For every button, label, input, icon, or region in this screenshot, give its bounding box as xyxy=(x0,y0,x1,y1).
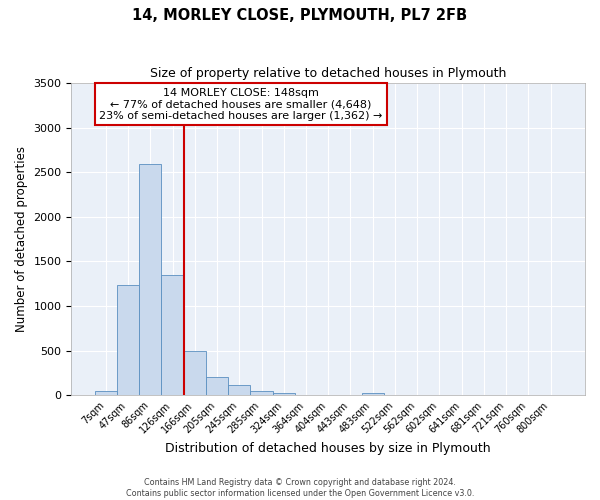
Title: Size of property relative to detached houses in Plymouth: Size of property relative to detached ho… xyxy=(150,68,506,80)
Y-axis label: Number of detached properties: Number of detached properties xyxy=(15,146,28,332)
Text: 14 MORLEY CLOSE: 148sqm
← 77% of detached houses are smaller (4,648)
23% of semi: 14 MORLEY CLOSE: 148sqm ← 77% of detache… xyxy=(99,88,383,121)
X-axis label: Distribution of detached houses by size in Plymouth: Distribution of detached houses by size … xyxy=(166,442,491,455)
Bar xyxy=(161,275,184,395)
Text: Contains HM Land Registry data © Crown copyright and database right 2024.
Contai: Contains HM Land Registry data © Crown c… xyxy=(126,478,474,498)
Bar xyxy=(362,392,384,395)
Bar xyxy=(206,378,228,395)
Bar xyxy=(272,392,295,395)
Text: 14, MORLEY CLOSE, PLYMOUTH, PL7 2FB: 14, MORLEY CLOSE, PLYMOUTH, PL7 2FB xyxy=(133,8,467,22)
Bar xyxy=(95,390,117,395)
Bar xyxy=(228,386,250,395)
Bar xyxy=(117,286,139,395)
Bar xyxy=(139,164,161,395)
Bar xyxy=(250,390,272,395)
Bar xyxy=(184,350,206,395)
